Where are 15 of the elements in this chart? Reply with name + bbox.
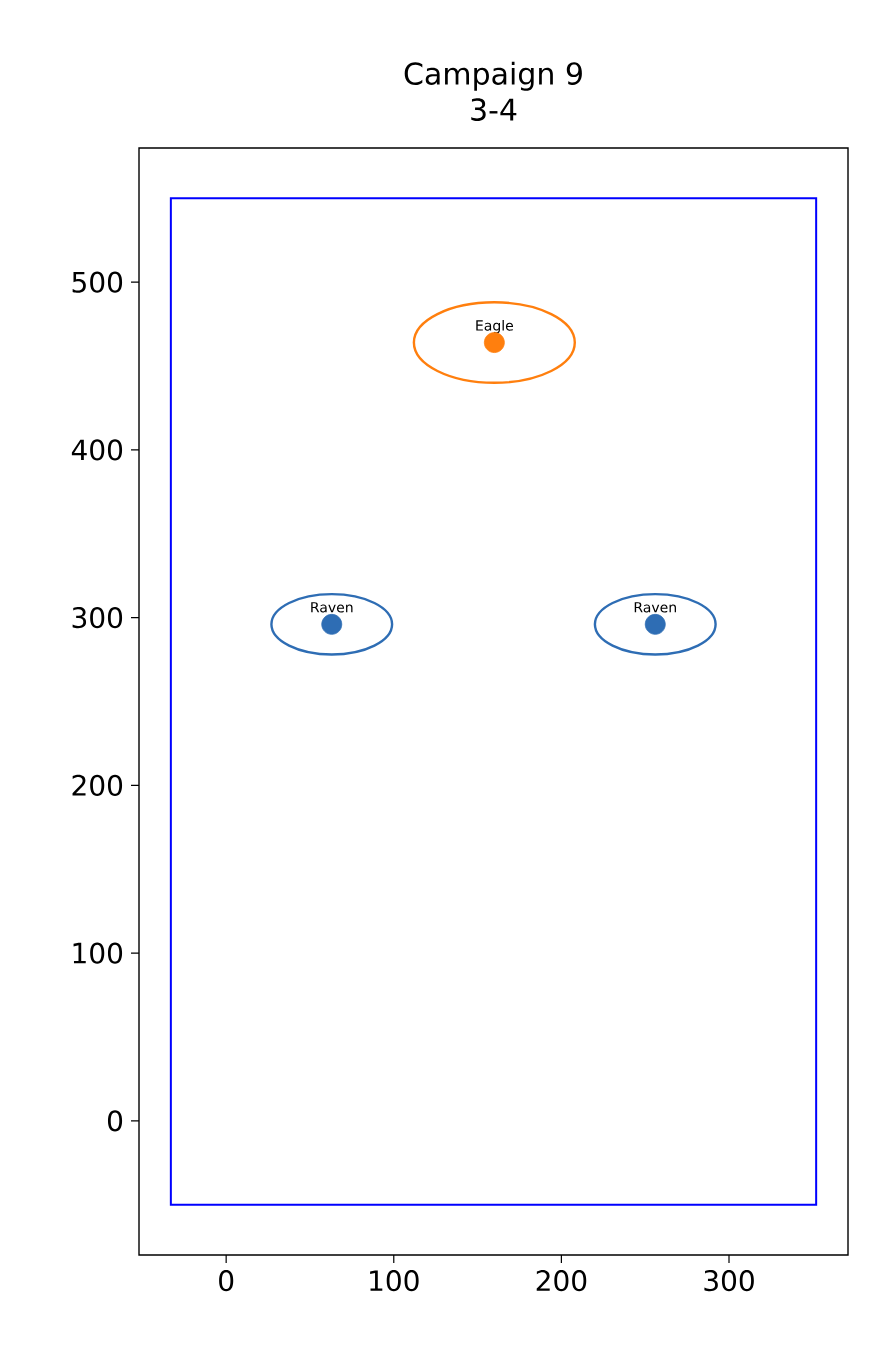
y-tick-label: 100 [73, 942, 123, 964]
chart-subtitle: 3-4 [471, 98, 517, 121]
x-tick-label: 0 [219, 1270, 234, 1292]
annotation: Eagle [476, 319, 514, 334]
x-tick-label: 200 [536, 1270, 587, 1292]
y-tick-label: 200 [72, 774, 123, 796]
y-tick-label: 500 [72, 271, 123, 293]
chart-title: Campaign 9 [404, 61, 582, 91]
y-tick-label: 400 [71, 439, 123, 461]
y-tick-label: 300 [72, 607, 123, 629]
y-tick-label: 0 [107, 1110, 123, 1132]
x-tick-label: 100 [370, 1270, 419, 1292]
x-tick-label: 300 [704, 1270, 754, 1292]
annotation: Raven [634, 602, 676, 613]
annotation: Raven [311, 602, 353, 613]
